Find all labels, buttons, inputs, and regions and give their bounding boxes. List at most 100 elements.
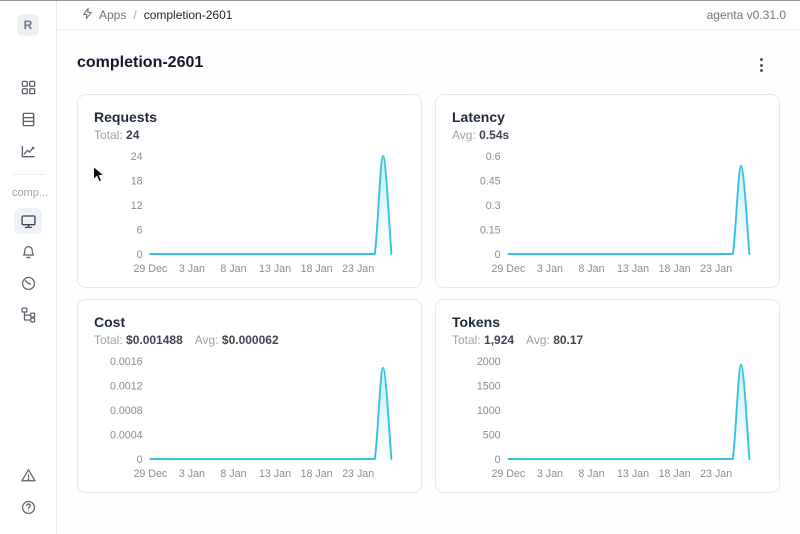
top-bar: Apps / completion-2601 agenta v0.31.0 — [57, 1, 800, 30]
series-area — [150, 156, 392, 254]
breadcrumb-current: completion-2601 — [143, 8, 233, 22]
y-tick-label: 0.0004 — [110, 429, 143, 441]
stat-label: Avg: — [526, 333, 554, 347]
stat: Total: 1,924 — [452, 333, 514, 347]
series-line — [149, 366, 393, 460]
x-tick-label: 3 Jan — [179, 468, 205, 480]
y-tick-label: 0.3 — [486, 200, 501, 212]
sidebar-app-nav — [14, 208, 42, 327]
y-tick-label: 0 — [495, 249, 501, 261]
card-title: Cost — [94, 314, 126, 330]
stat-value: 80.17 — [553, 333, 584, 347]
x-tick-label: 8 Jan — [220, 263, 246, 275]
card-stats: Total: 1,924 Avg: 80.17 — [452, 332, 763, 348]
x-tick-label: 3 Jan — [179, 263, 205, 275]
y-tick-label: 2000 — [477, 356, 501, 368]
y-tick-label: 0.6 — [486, 151, 501, 163]
card-stats: Total: $0.001488 Avg: $0.000062 — [94, 332, 405, 348]
chart-line-icon — [20, 143, 37, 160]
x-tick-label: 18 Jan — [301, 263, 333, 275]
stat: Avg: $0.000062 — [195, 333, 279, 347]
x-tick-label: 29 Dec — [491, 468, 525, 480]
series-area — [508, 165, 750, 254]
stat-label: Total: — [94, 333, 127, 347]
stat: Avg: 80.17 — [526, 333, 583, 347]
y-tick-label: 0 — [495, 454, 501, 466]
x-tick-label: 23 Jan — [700, 263, 732, 275]
page-header: completion-2601 — [77, 48, 780, 76]
sidebar-item-analytics[interactable] — [14, 138, 42, 164]
cost-card: Cost Total: $0.001488 Avg: $0.000062 0 0.0… — [77, 299, 422, 493]
stat-value: 0.54s — [479, 128, 510, 142]
x-tick-label: 3 Jan — [537, 468, 563, 480]
card-stats: Avg: 0.54s — [452, 127, 763, 143]
sidebar-item-notifications[interactable] — [14, 239, 42, 265]
latency-chart[interactable]: 0 0.15 0.3 0.45 0.6 29 Dec 3 Jan 8 Jan 13 Jan 18 … — [452, 146, 763, 280]
x-tick-label: 8 Jan — [578, 468, 604, 480]
page-title: completion-2601 — [77, 54, 204, 71]
sidebar-global-nav — [14, 74, 42, 164]
sidebar: R — [0, 1, 57, 534]
stat-label: Avg: — [452, 128, 480, 142]
sidebar-item-traces[interactable] — [14, 301, 42, 327]
series-line — [149, 155, 393, 255]
y-tick-label: 0.15 — [480, 224, 501, 236]
x-tick-label: 3 Jan — [537, 263, 563, 275]
help-circle-icon — [20, 499, 37, 516]
sidebar-item-list[interactable] — [14, 106, 42, 132]
stat-label: Total: — [452, 333, 485, 347]
requests-chart[interactable]: 0 6 12 18 24 29 Dec 3 Jan 8 Jan 13 Jan 18 Jan 23 J… — [94, 146, 405, 280]
cost-chart[interactable]: 0 0.0004 0.0008 0.0012 0.0016 29 Dec 3 Jan 8 Ja… — [94, 351, 405, 485]
stat-value: $0.001488 — [126, 333, 183, 347]
stat-value: 1,924 — [484, 333, 515, 347]
stat-label: Avg: — [194, 333, 222, 347]
app-section-label: comp... — [12, 187, 49, 199]
y-tick-label: 0.0016 — [110, 356, 143, 368]
sidebar-item-apps[interactable] — [14, 74, 42, 100]
main-area: Apps / completion-2601 agenta v0.31.0 co… — [57, 1, 800, 534]
stat: Total: 24 — [94, 128, 139, 142]
version-label: agenta v0.31.0 — [706, 8, 786, 22]
lightning-icon — [81, 7, 94, 23]
x-tick-label: 29 Dec — [491, 263, 525, 275]
series-line — [507, 164, 751, 255]
x-tick-label: 13 Jan — [617, 263, 649, 275]
requests-card: Requests Total: 24 0 6 12 18 24 29 Dec 3 Jan 8 … — [77, 94, 422, 288]
sidebar-item-observability[interactable] — [14, 270, 42, 296]
y-tick-label: 1000 — [477, 405, 501, 417]
x-tick-label: 23 Jan — [342, 468, 374, 480]
breadcrumb-apps-link[interactable]: Apps — [81, 7, 126, 23]
sidebar-item-alerts[interactable] — [14, 462, 42, 488]
x-tick-label: 23 Jan — [700, 468, 732, 480]
y-tick-label: 18 — [131, 175, 143, 187]
x-tick-label: 23 Jan — [342, 263, 374, 275]
y-tick-label: 12 — [131, 200, 143, 212]
workspace-avatar[interactable]: R — [17, 14, 39, 36]
x-tick-label: 13 Jan — [259, 263, 291, 275]
stat-value: 24 — [126, 128, 140, 142]
card-title: Latency — [452, 109, 505, 125]
page-content: completion-2601 Requests Total: 24 0 6 12 1… — [57, 30, 800, 534]
latency-card: Latency Avg: 0.54s 0 0.15 0.3 0.45 0.6 29 Dec… — [435, 94, 780, 288]
y-tick-label: 0 — [137, 454, 143, 466]
x-tick-label: 13 Jan — [259, 468, 291, 480]
series-line — [507, 363, 751, 460]
bell-icon — [20, 244, 37, 261]
sidebar-item-help[interactable] — [14, 494, 42, 520]
x-tick-label: 18 Jan — [301, 468, 333, 480]
stat: Avg: 0.54s — [452, 128, 509, 142]
sidebar-divider — [11, 174, 45, 175]
stat: Total: $0.001488 — [94, 333, 183, 347]
y-tick-label: 0.0008 — [110, 405, 143, 417]
sidebar-bottom-nav — [14, 462, 42, 520]
page-menu-button[interactable] — [750, 54, 772, 76]
x-tick-label: 8 Jan — [578, 263, 604, 275]
breadcrumb-separator: / — [133, 8, 137, 22]
squares-grid-icon — [20, 79, 37, 96]
y-tick-label: 0.45 — [480, 175, 501, 187]
y-tick-label: 24 — [131, 151, 143, 163]
tokens-chart[interactable]: 0 500 1000 1500 2000 29 Dec 3 Jan 8 Jan 13 Jan 18… — [452, 351, 763, 485]
sidebar-item-overview[interactable] — [14, 208, 42, 234]
tree-structure-icon — [20, 306, 37, 323]
